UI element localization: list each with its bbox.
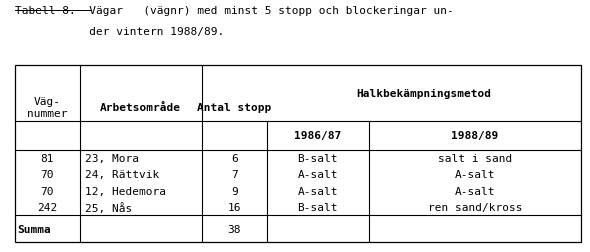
Text: 1986/87: 1986/87 <box>294 131 342 141</box>
Text: A-salt: A-salt <box>297 186 338 196</box>
Text: Tabell 8.  Vägar   (vägnr) med minst 5 stopp och blockeringar un-: Tabell 8. Vägar (vägnr) med minst 5 stop… <box>15 6 454 16</box>
Text: der vintern 1988/89.: der vintern 1988/89. <box>15 26 224 37</box>
Text: 16: 16 <box>228 202 241 212</box>
Text: Arbetsområde: Arbetsområde <box>100 103 181 113</box>
Text: Antal stopp: Antal stopp <box>197 103 271 113</box>
Text: 1988/89: 1988/89 <box>451 131 499 141</box>
Text: salt i sand: salt i sand <box>438 153 512 163</box>
Text: 23, Mora: 23, Mora <box>84 153 139 163</box>
Text: 12, Hedemora: 12, Hedemora <box>84 186 166 196</box>
Text: B-salt: B-salt <box>297 153 338 163</box>
Text: ren sand/kross: ren sand/kross <box>428 202 522 212</box>
Text: 6: 6 <box>231 153 238 163</box>
Text: Halkbekämpningsmetod: Halkbekämpningsmetod <box>356 88 491 98</box>
Text: 24, Rättvik: 24, Rättvik <box>84 170 159 180</box>
Text: B-salt: B-salt <box>297 202 338 212</box>
Text: 7: 7 <box>231 170 238 180</box>
Text: 9: 9 <box>231 186 238 196</box>
Text: Väg-
nummer: Väg- nummer <box>27 97 68 119</box>
Text: Summa: Summa <box>18 224 51 234</box>
Text: A-salt: A-salt <box>297 170 338 180</box>
Text: 38: 38 <box>228 224 241 234</box>
Text: A-salt: A-salt <box>455 170 495 180</box>
Text: 242: 242 <box>37 202 57 212</box>
Text: 70: 70 <box>41 186 54 196</box>
Text: A-salt: A-salt <box>455 186 495 196</box>
Text: 25, Nås: 25, Nås <box>84 202 132 213</box>
Text: 81: 81 <box>41 153 54 163</box>
Text: 70: 70 <box>41 170 54 180</box>
